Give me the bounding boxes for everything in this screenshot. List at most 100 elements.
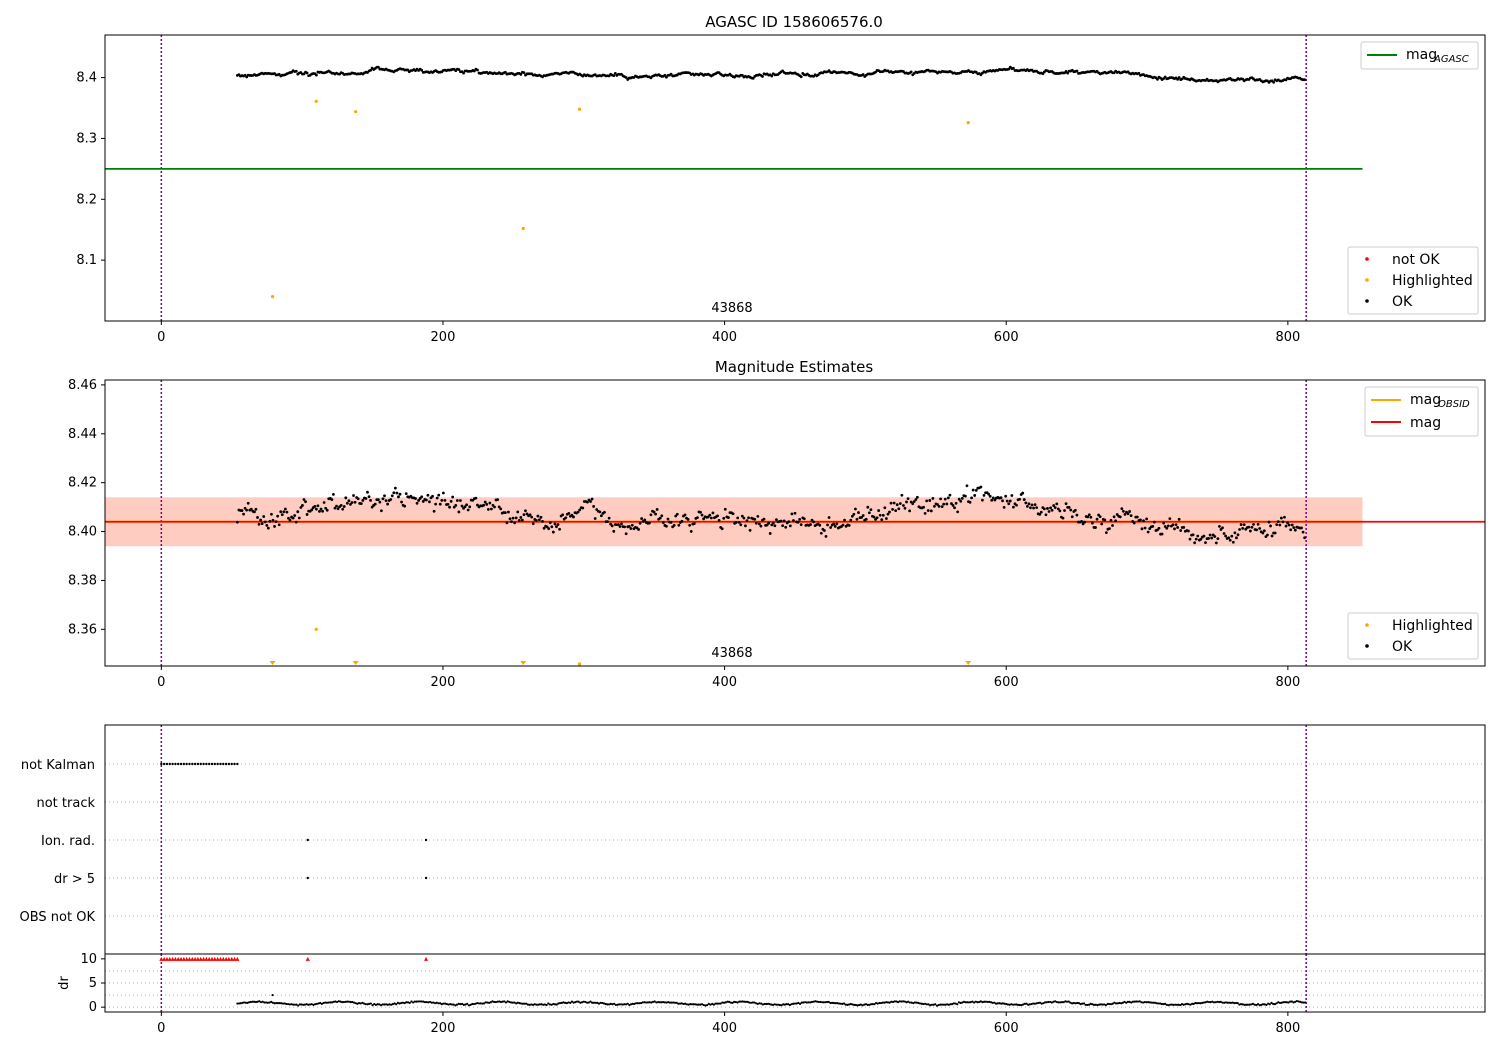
ok-point — [522, 513, 526, 517]
dr-point — [783, 1003, 786, 1006]
not-kalman-point — [224, 762, 228, 766]
ok-point — [449, 499, 453, 503]
ok-point — [1221, 526, 1224, 530]
ok-point — [688, 523, 692, 527]
dr-point — [572, 1001, 575, 1004]
dr-capped-marker — [226, 956, 231, 961]
dr-point — [584, 1000, 587, 1004]
ok-point — [1056, 507, 1060, 511]
ion-rad-point — [306, 838, 309, 842]
flag-label-ion-rad: Ion. rad. — [41, 834, 95, 849]
ok-point — [1063, 509, 1066, 512]
ok-point — [617, 523, 620, 526]
dr-point — [1060, 1001, 1064, 1004]
dr-point — [1001, 1002, 1004, 1005]
ok-point — [592, 505, 596, 508]
dr-point — [893, 1000, 896, 1003]
dr-point — [297, 1004, 300, 1007]
ok-point — [466, 508, 470, 512]
ok-point — [900, 493, 904, 497]
dr-point — [1256, 1002, 1260, 1006]
ok-point — [513, 521, 517, 525]
ok-point — [1231, 540, 1235, 544]
dr-point — [1042, 1002, 1045, 1005]
dr-point — [1251, 1002, 1255, 1005]
dr-point — [1120, 1002, 1123, 1005]
ok-point — [440, 499, 444, 502]
legend-mag-obsid-subscript: OBSID — [1438, 399, 1470, 410]
dr-point — [1022, 1003, 1025, 1006]
ok-point — [647, 521, 651, 525]
ok-point — [564, 516, 568, 520]
dr-point — [1250, 1003, 1253, 1006]
dr-point — [883, 1001, 886, 1004]
dr-point — [815, 1000, 819, 1003]
ok-point — [511, 516, 515, 520]
dr-point — [420, 1000, 423, 1003]
ok-point — [341, 507, 345, 511]
dr-point — [1189, 1003, 1192, 1006]
ok-point — [1032, 506, 1035, 510]
dr-point — [988, 1000, 991, 1003]
ok-point — [1053, 506, 1057, 510]
dr-point — [831, 1001, 834, 1005]
ok-point — [793, 511, 797, 515]
dr-point — [1098, 1003, 1101, 1006]
dr-point — [1191, 1002, 1194, 1005]
ok-point — [753, 517, 757, 521]
dr-point — [1248, 1003, 1251, 1006]
dr-point — [550, 1003, 553, 1006]
ok-point — [599, 514, 603, 518]
dr-point — [814, 1000, 817, 1003]
ok-point — [781, 524, 785, 528]
ok-point — [618, 525, 622, 528]
ok-point — [463, 505, 467, 509]
dr-point — [989, 1001, 993, 1004]
dr-point — [804, 1001, 807, 1004]
dr-point — [712, 1003, 715, 1006]
ok-point — [345, 501, 349, 505]
dr-point — [1234, 1001, 1238, 1005]
dr-point — [249, 1000, 252, 1004]
ok-point — [316, 504, 320, 508]
ok-point — [551, 530, 555, 534]
ok-point — [923, 511, 927, 515]
ok-point — [538, 518, 541, 522]
ok-point — [541, 519, 544, 523]
dr-point — [1077, 1002, 1080, 1005]
dr-point — [513, 1001, 516, 1004]
ok-point — [861, 514, 865, 517]
ok-point — [850, 514, 854, 518]
ok-point — [948, 493, 952, 497]
not-kalman-point — [230, 762, 233, 766]
ok-point — [709, 516, 713, 520]
dr-point — [241, 1001, 244, 1004]
dr-point — [648, 1001, 651, 1004]
ok-point — [1213, 535, 1217, 538]
ok-point — [1033, 503, 1037, 507]
dr-point — [768, 1002, 771, 1006]
ok-point — [843, 518, 846, 522]
ok-point — [1210, 536, 1214, 540]
dr-point — [535, 1003, 538, 1006]
ok-point — [1083, 520, 1087, 524]
ok-point — [539, 515, 543, 519]
ok-point — [414, 497, 417, 500]
ok-point — [940, 505, 944, 509]
dr-point — [875, 1001, 878, 1005]
ok-point — [369, 498, 372, 502]
dr-point — [775, 1003, 778, 1006]
dr-point — [258, 1000, 261, 1003]
dr-point — [912, 1002, 915, 1005]
dr-point — [263, 1001, 266, 1004]
dr-point — [280, 1002, 283, 1005]
not-kalman-point — [165, 762, 169, 766]
dr-point — [449, 1003, 452, 1006]
ok-point — [878, 513, 882, 517]
ok-point — [517, 518, 521, 522]
dr-point — [341, 1001, 344, 1004]
dr-point — [638, 1002, 641, 1005]
ok-point — [376, 65, 380, 69]
dr-point — [373, 1002, 376, 1006]
dr-point — [401, 1001, 405, 1004]
